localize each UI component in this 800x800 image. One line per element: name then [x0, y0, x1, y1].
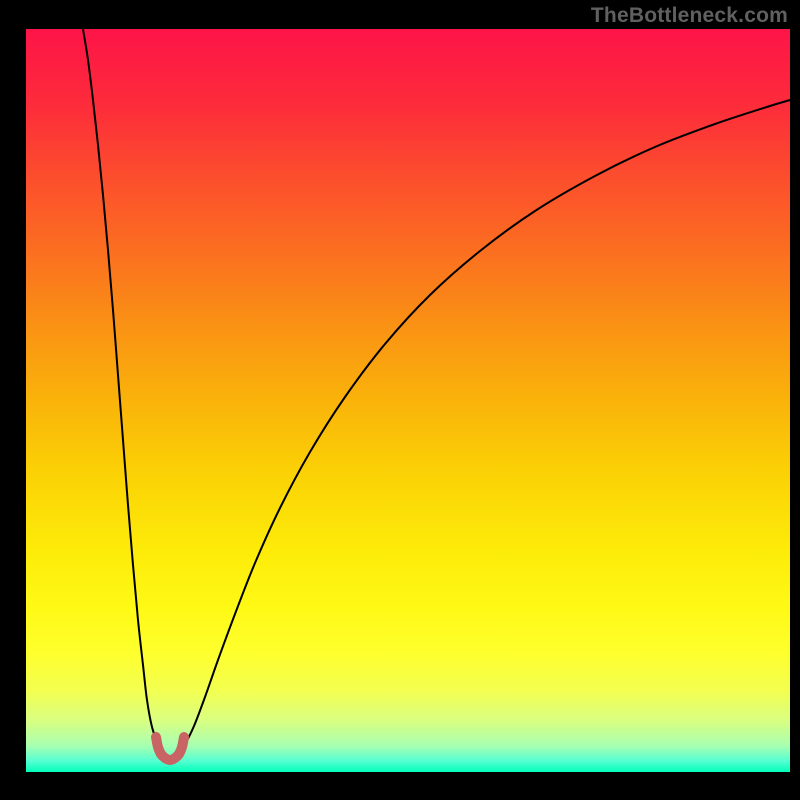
chart-canvas: [0, 0, 800, 800]
gradient-background: [26, 29, 790, 772]
watermark-text: TheBottleneck.com: [591, 4, 788, 28]
